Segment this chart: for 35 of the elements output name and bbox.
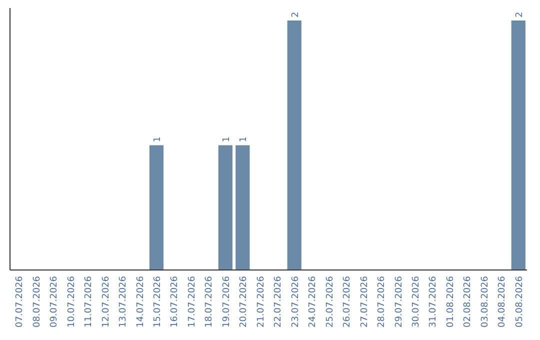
x-tick-label: 20.07.2026 (239, 276, 250, 328)
x-tick-label: 26.07.2026 (342, 276, 353, 328)
x-tick-label: 04.08.2026 (498, 276, 508, 328)
x-tick-label: 27.07.2026 (360, 276, 370, 328)
x-tick-label: 23.07.2026 (290, 276, 301, 328)
x-tick-label: 31.07.2026 (428, 276, 439, 328)
x-tick-label: 16.07.2026 (170, 276, 180, 328)
x-tick-label: 21.07.2026 (256, 276, 266, 328)
x-tick-label: 11.07.2026 (84, 276, 94, 328)
x-tick-label: 17.07.2026 (187, 276, 198, 328)
x-tick-label: 19.07.2026 (222, 276, 232, 328)
x-tick-label: 07.07.2026 (15, 276, 26, 328)
x-tick-label: 05.08.2026 (514, 276, 525, 328)
data-label: 1 (152, 136, 163, 142)
x-tick-label: 22.07.2026 (274, 276, 284, 328)
x-tick-label: 30.07.2026 (411, 276, 422, 328)
data-label: 1 (222, 136, 232, 142)
x-tick-label: 01.08.2026 (446, 276, 456, 328)
x-tick-label: 03.08.2026 (480, 276, 490, 328)
x-tick-label: 28.07.2026 (377, 276, 388, 328)
x-tick-label: 25.07.2026 (325, 276, 336, 328)
x-tick-label: 13.07.2026 (118, 276, 129, 328)
x-tick-label: 09.07.2026 (50, 276, 60, 328)
x-tick-label: 02.08.2026 (463, 276, 474, 328)
x-tick-label: 15.07.2026 (152, 276, 163, 328)
x-tick-label: 14.07.2026 (136, 276, 146, 328)
x-tick-label: 08.07.2026 (32, 276, 42, 328)
x-tick-label: 18.07.2026 (204, 276, 215, 328)
data-label: 1 (239, 136, 250, 142)
data-label: 2 (514, 12, 525, 18)
x-tick-label: 10.07.2026 (66, 276, 77, 328)
data-label: 2 (290, 12, 301, 18)
x-tick-label: 12.07.2026 (101, 276, 112, 328)
x-tick-label: 29.07.2026 (394, 276, 404, 328)
x-tick-label: 24.07.2026 (308, 276, 318, 328)
